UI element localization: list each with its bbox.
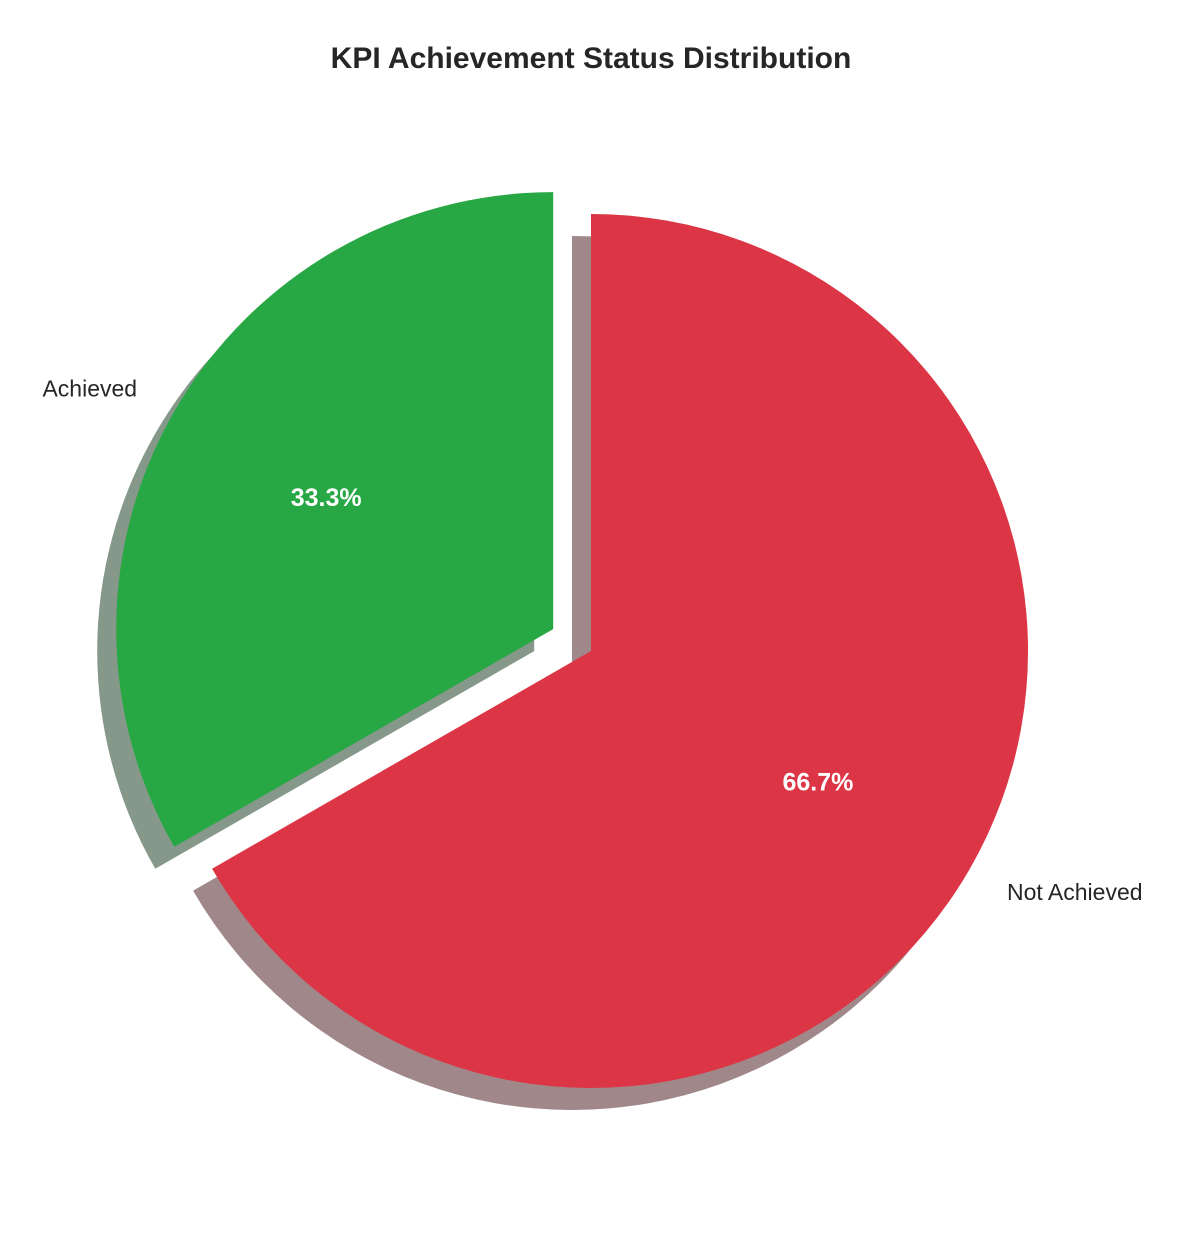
pct-label-achieved: 33.3% bbox=[291, 484, 362, 512]
pct-label-not-achieved: 66.7% bbox=[782, 768, 853, 796]
pie-slice-not-achieved bbox=[212, 214, 1029, 1088]
pie-slice-achieved bbox=[116, 192, 554, 847]
slice-label-achieved: Achieved bbox=[42, 375, 137, 401]
chart-title: KPI Achievement Status Distribution bbox=[331, 42, 852, 75]
pie-wedge-layer bbox=[116, 192, 1029, 1088]
slice-label-not-achieved: Not Achieved bbox=[1007, 879, 1143, 905]
